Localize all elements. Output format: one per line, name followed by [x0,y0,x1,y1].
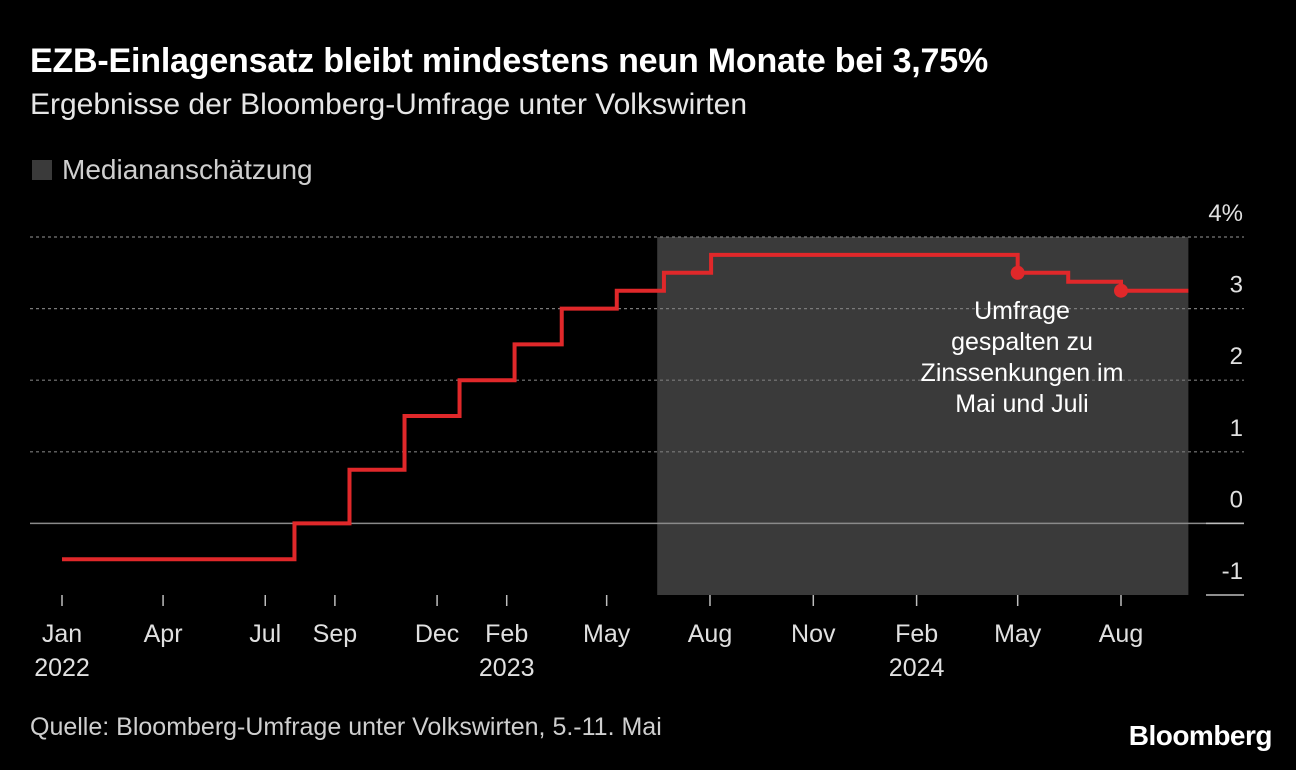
x-tick-label: May [994,620,1042,648]
x-tick-label: Feb [895,620,938,648]
x-tick-label: Aug [1099,620,1143,648]
x-tick-label: Jan [42,620,82,648]
legend-label: Mediananschätzung [62,154,313,185]
chart-title: EZB-Einlagensatz bleibt mindestens neun … [30,42,988,80]
x-year-label: 2023 [479,654,535,682]
x-tick-label: Feb [485,620,528,648]
rate-step-line [62,252,1189,562]
x-tick-label: Aug [688,620,732,648]
rate-marker [1114,283,1128,298]
y-tick-label: 2 [1230,343,1243,370]
y-tick-label: -1 [1222,558,1243,585]
y-tick-label: 0 [1230,486,1243,513]
chart-subtitle: Ergebnisse der Bloomberg-Umfrage unter V… [30,88,747,121]
bloomberg-logo: Bloomberg [1128,720,1273,751]
x-year-label: 2024 [889,654,945,682]
source-note: Quelle: Bloomberg-Umfrage unter Volkswir… [30,713,662,741]
x-tick-label: Dec [415,620,459,648]
forecast-shaded-region [657,237,1189,595]
x-year-label: 2022 [34,654,90,682]
annotation-text: Mai und Juli [955,390,1088,418]
x-tick-label: May [583,620,631,648]
x-tick-label: Sep [313,620,357,648]
y-tick-label: 1 [1230,415,1243,442]
annotation-text: Umfrage [974,297,1070,325]
legend: Mediananschätzung [32,154,313,186]
annotation-text: gespalten zu [951,328,1093,356]
y-tick-label: 3 [1230,272,1243,299]
legend-swatch [32,160,52,180]
annotation-text: Zinssenkungen im [921,359,1124,387]
rate-marker [1010,265,1025,280]
y-tick-label: 4% [1208,200,1243,227]
x-tick-label: Apr [144,620,183,648]
x-tick-label: Nov [791,620,836,648]
x-tick-label: Jul [249,620,281,648]
